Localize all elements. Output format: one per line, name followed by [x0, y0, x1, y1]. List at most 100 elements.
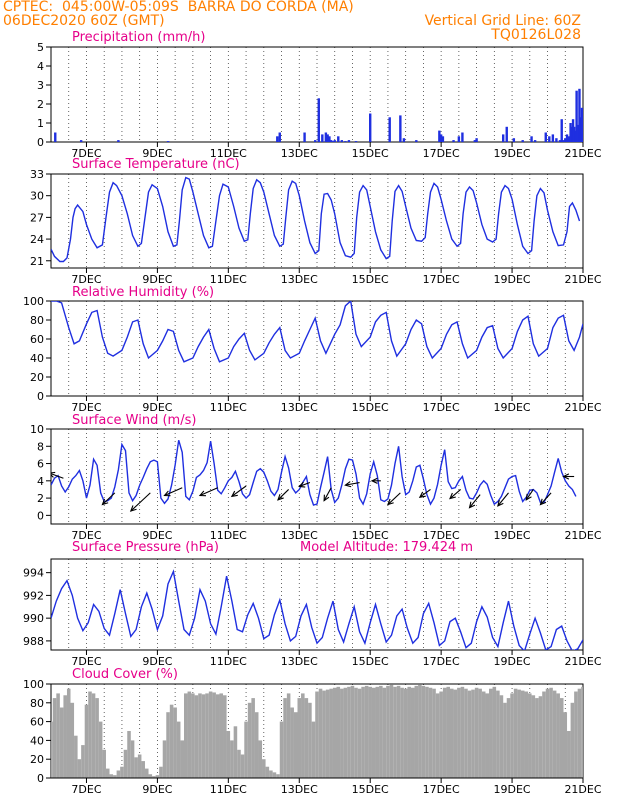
y-tick-label: 4	[37, 475, 44, 488]
precip-bar	[564, 138, 567, 142]
precip-bar	[340, 140, 344, 142]
panel-title: Cloud Cover (%)	[72, 667, 178, 682]
cloud-bar	[95, 698, 99, 778]
y-tick-label: 2	[37, 98, 44, 111]
cloud-bar	[467, 690, 472, 778]
cloud-bar	[173, 707, 177, 778]
y-tick-label: 40	[30, 734, 44, 747]
cloud-bar	[446, 686, 450, 778]
x-tick-label: 7DEC	[71, 655, 101, 668]
x-tick-label: 9DEC	[142, 401, 172, 414]
y-tick-label: 4	[37, 60, 44, 73]
y-tick-label: 1	[37, 117, 44, 130]
cloud-bar	[77, 759, 82, 778]
panel-title: Surface Temperature (nC)	[72, 157, 240, 172]
wind-arrow-shaft	[199, 487, 218, 497]
panel-title: Precipitation (mm/h)	[72, 30, 205, 45]
cloud-bar	[176, 721, 181, 778]
cloud-bar	[393, 686, 397, 778]
cloud-bar	[219, 693, 224, 778]
panel-1: 0 1 2 3 4 5 7DEC 9DEC 11DEC 13DEC 15DEC 17DEC 19DEC 2…	[37, 30, 602, 160]
y-tick-label: 992	[23, 589, 44, 602]
y-tick-label: 994	[23, 567, 44, 580]
precip-bar	[79, 140, 83, 142]
cloud-bar	[574, 691, 578, 778]
cloud-bar	[485, 693, 490, 778]
x-tick-label: 13DEC	[281, 273, 318, 286]
x-tick-label: 7DEC	[71, 529, 101, 542]
cloud-bar	[425, 686, 429, 778]
y-tick-label: 20	[30, 753, 44, 766]
cloud-bar	[258, 740, 263, 778]
cloud-bar	[308, 702, 312, 778]
precip-bar	[166, 141, 170, 142]
x-tick-label: 15DEC	[352, 655, 389, 668]
cloud-bar	[453, 689, 458, 778]
cloud-bar	[450, 688, 454, 778]
wind-arrow-shaft	[299, 482, 311, 487]
cloud-bar	[389, 684, 394, 778]
wind-arrow-head	[277, 493, 284, 501]
x-tick-label: 11DEC	[210, 655, 247, 668]
y-tick-label: 100	[23, 295, 44, 308]
cloud-bar	[535, 698, 539, 778]
x-tick-label: 15DEC	[352, 529, 389, 542]
cloud-bar	[517, 689, 521, 778]
cloud-bar	[474, 687, 479, 778]
cloud-bar	[478, 688, 482, 778]
wind-arrow-shaft	[130, 492, 151, 512]
y-tick-label: 24	[30, 233, 44, 246]
precip-bar	[565, 134, 569, 142]
precip-bar	[354, 141, 358, 142]
cloud-bar	[301, 693, 305, 778]
x-tick-label: 19DEC	[494, 529, 531, 542]
x-tick-label: 9DEC	[142, 655, 172, 668]
cloud-bar	[513, 688, 518, 778]
y-tick-label: 990	[23, 612, 44, 625]
cloud-bar	[357, 688, 362, 778]
cloud-bar	[63, 695, 67, 778]
cloud-bar	[336, 686, 341, 778]
cloud-bar	[340, 688, 344, 778]
series-group	[51, 176, 581, 263]
x-tick-label: 7DEC	[71, 147, 101, 160]
precip-bar	[452, 140, 455, 142]
precip-bar	[530, 136, 533, 142]
cloud-bar	[191, 693, 195, 778]
wind-arrow-head	[449, 492, 456, 500]
wind-arrow-head	[163, 490, 171, 497]
precip-bar	[548, 136, 551, 142]
cloud-bar	[113, 775, 117, 778]
y-tick-label: 2	[37, 492, 44, 505]
x-tick-label: 13DEC	[281, 783, 318, 796]
precip-bar	[347, 140, 351, 142]
cloud-bar	[276, 774, 280, 778]
cloud-bar	[432, 688, 436, 778]
cloud-bar	[489, 688, 493, 778]
cloud-bar	[130, 740, 135, 778]
cloud-bar	[442, 687, 447, 778]
cloud-bar	[169, 704, 174, 778]
x-tick-label: 15DEC	[352, 401, 389, 414]
cloud-bar	[556, 693, 560, 778]
cloud-bar	[375, 686, 380, 778]
panel-5: 988 990 992 994 7DEC 9DEC 11DEC 13DEC 15DEC 17DEC…	[23, 540, 602, 668]
precip-bar	[569, 123, 572, 142]
cloud-bar	[141, 761, 145, 778]
precip-bar	[321, 134, 324, 142]
cloud-bar	[184, 693, 188, 778]
precip-bar	[502, 134, 505, 142]
precip-bar	[328, 136, 331, 142]
cloud-bar	[332, 687, 337, 778]
wind-arrow-head	[525, 493, 532, 501]
cloud-bar	[528, 693, 532, 778]
model-altitude-annotation: Model Altitude: 179.424 m	[300, 540, 473, 555]
cloud-bar	[155, 775, 160, 778]
wind-arrow-head	[230, 490, 238, 498]
cloud-bar	[52, 698, 57, 778]
cloud-bar	[471, 689, 475, 778]
panel-title: Relative Humidity (%)	[72, 285, 214, 300]
cloud-bar	[283, 698, 287, 778]
x-tick-label: 21DEC	[564, 655, 601, 668]
cloud-bar	[240, 754, 245, 778]
